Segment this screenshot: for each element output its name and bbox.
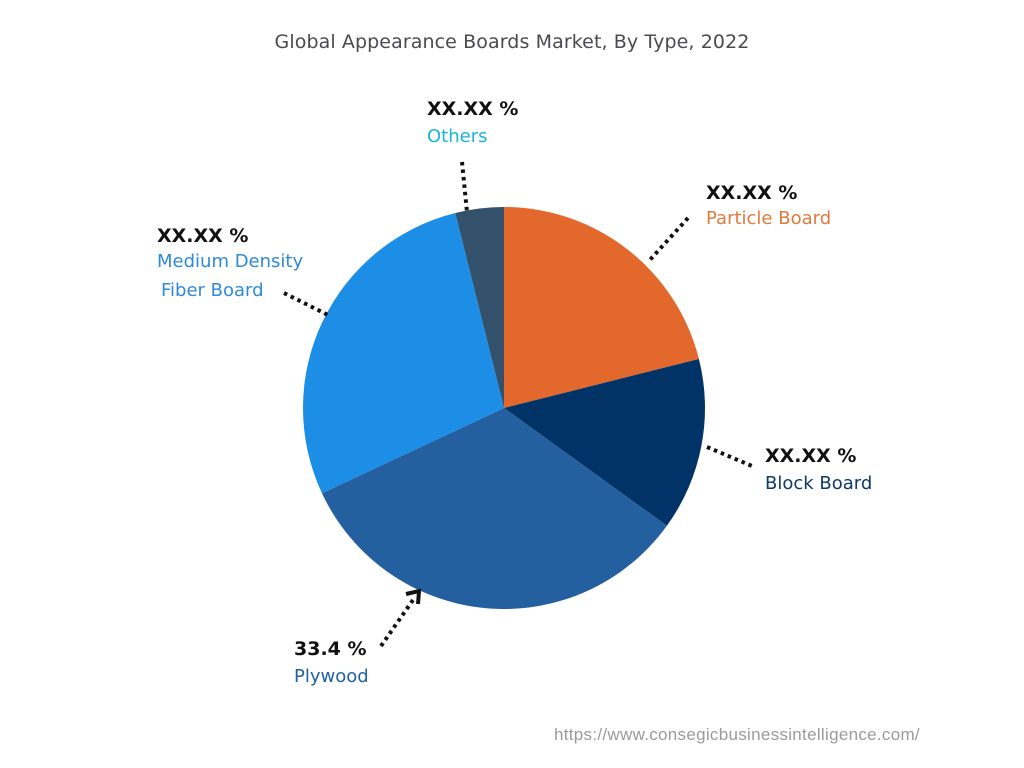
label-block: XX.XX % Block Board [765, 445, 872, 498]
others-pct: XX.XX % [427, 98, 519, 120]
others-name: Others [427, 126, 488, 147]
slice-others [455, 207, 504, 408]
plywood-pct: 33.4 % [294, 638, 367, 660]
plywood-name: Plywood [294, 666, 369, 687]
label-particle: XX.XX % Particle Board [706, 182, 831, 233]
label-plywood: 33.4 % Plywood [294, 638, 369, 691]
source-url: https://www.consegicbusinessintelligence… [554, 725, 920, 744]
leader-plywood [379, 598, 415, 648]
leader-lines [283, 161, 753, 648]
chart-title: Global Appearance Boards Market, By Type… [274, 31, 750, 53]
slice-block-board [504, 358, 705, 526]
leader-mdf [283, 291, 329, 317]
block-pct: XX.XX % [765, 445, 857, 467]
pie-slices [303, 207, 705, 609]
label-mdf: XX.XX % Medium Density Fiber Board [157, 225, 303, 305]
plywood-arrow-icon [405, 588, 422, 605]
mdf-name-line1: Medium Density [157, 251, 304, 272]
leader-others [460, 161, 469, 213]
leader-particle [646, 216, 690, 264]
slice-medium-density-fiber-board [303, 212, 504, 494]
label-others: XX.XX % Others [427, 98, 518, 151]
slice-plywood [321, 408, 667, 609]
mdf-name-line2: Fiber Board [161, 280, 264, 301]
particle-name: Particle Board [706, 208, 832, 229]
slice-particle-board [504, 207, 699, 408]
leader-block [706, 445, 753, 468]
particle-pct: XX.XX % [706, 182, 798, 204]
block-name: Block Board [765, 473, 873, 494]
mdf-pct: XX.XX % [157, 225, 249, 247]
